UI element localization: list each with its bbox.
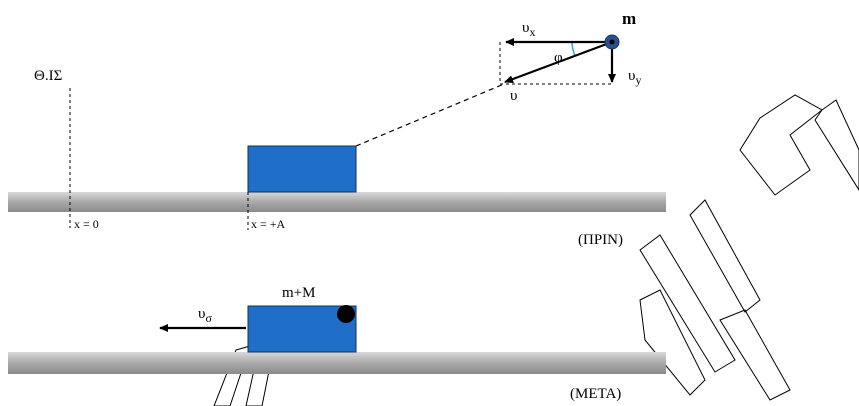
- watermark-digit-2-left: [213, 345, 251, 406]
- ground-surface-top: [8, 192, 666, 212]
- velocity-decomposition: [499, 34, 620, 85]
- ground-surface-bottom: [8, 352, 666, 374]
- combined-mass-label: m+M: [282, 285, 315, 301]
- ball-core: [609, 39, 615, 45]
- x-zero-label: x = 0: [74, 217, 99, 231]
- watermark-digit-5-fragment: [814, 99, 859, 191]
- angle-arc: [571, 41, 576, 57]
- block-top: [247, 145, 357, 193]
- angle-label: φ: [554, 50, 563, 66]
- v-label: υ: [510, 88, 517, 104]
- equilibrium-label: Θ.ΙΣ: [34, 68, 62, 84]
- watermark-2015: [213, 94, 859, 406]
- embedded-ball-icon: [337, 305, 355, 323]
- watermark-digit-1: [689, 199, 761, 313]
- trajectory-line: [355, 83, 505, 147]
- mass-m-label: m: [622, 9, 636, 28]
- v-arrow-icon: [504, 40, 613, 84]
- before-label: (ΠΡΙΝ): [578, 232, 623, 248]
- watermark-digit-0-left: [639, 234, 736, 373]
- vy-label: υy: [628, 68, 641, 87]
- x-plus-a-label: x = +A: [251, 217, 286, 231]
- watermark-digit-0-inner: [639, 289, 706, 396]
- watermark-digit-0-right: [719, 309, 791, 401]
- after-label: (ΜΕΤΑ): [570, 386, 621, 402]
- watermark-digit-5: [739, 94, 823, 196]
- vc-label: υσ: [198, 306, 212, 325]
- vx-label: υx: [522, 20, 535, 39]
